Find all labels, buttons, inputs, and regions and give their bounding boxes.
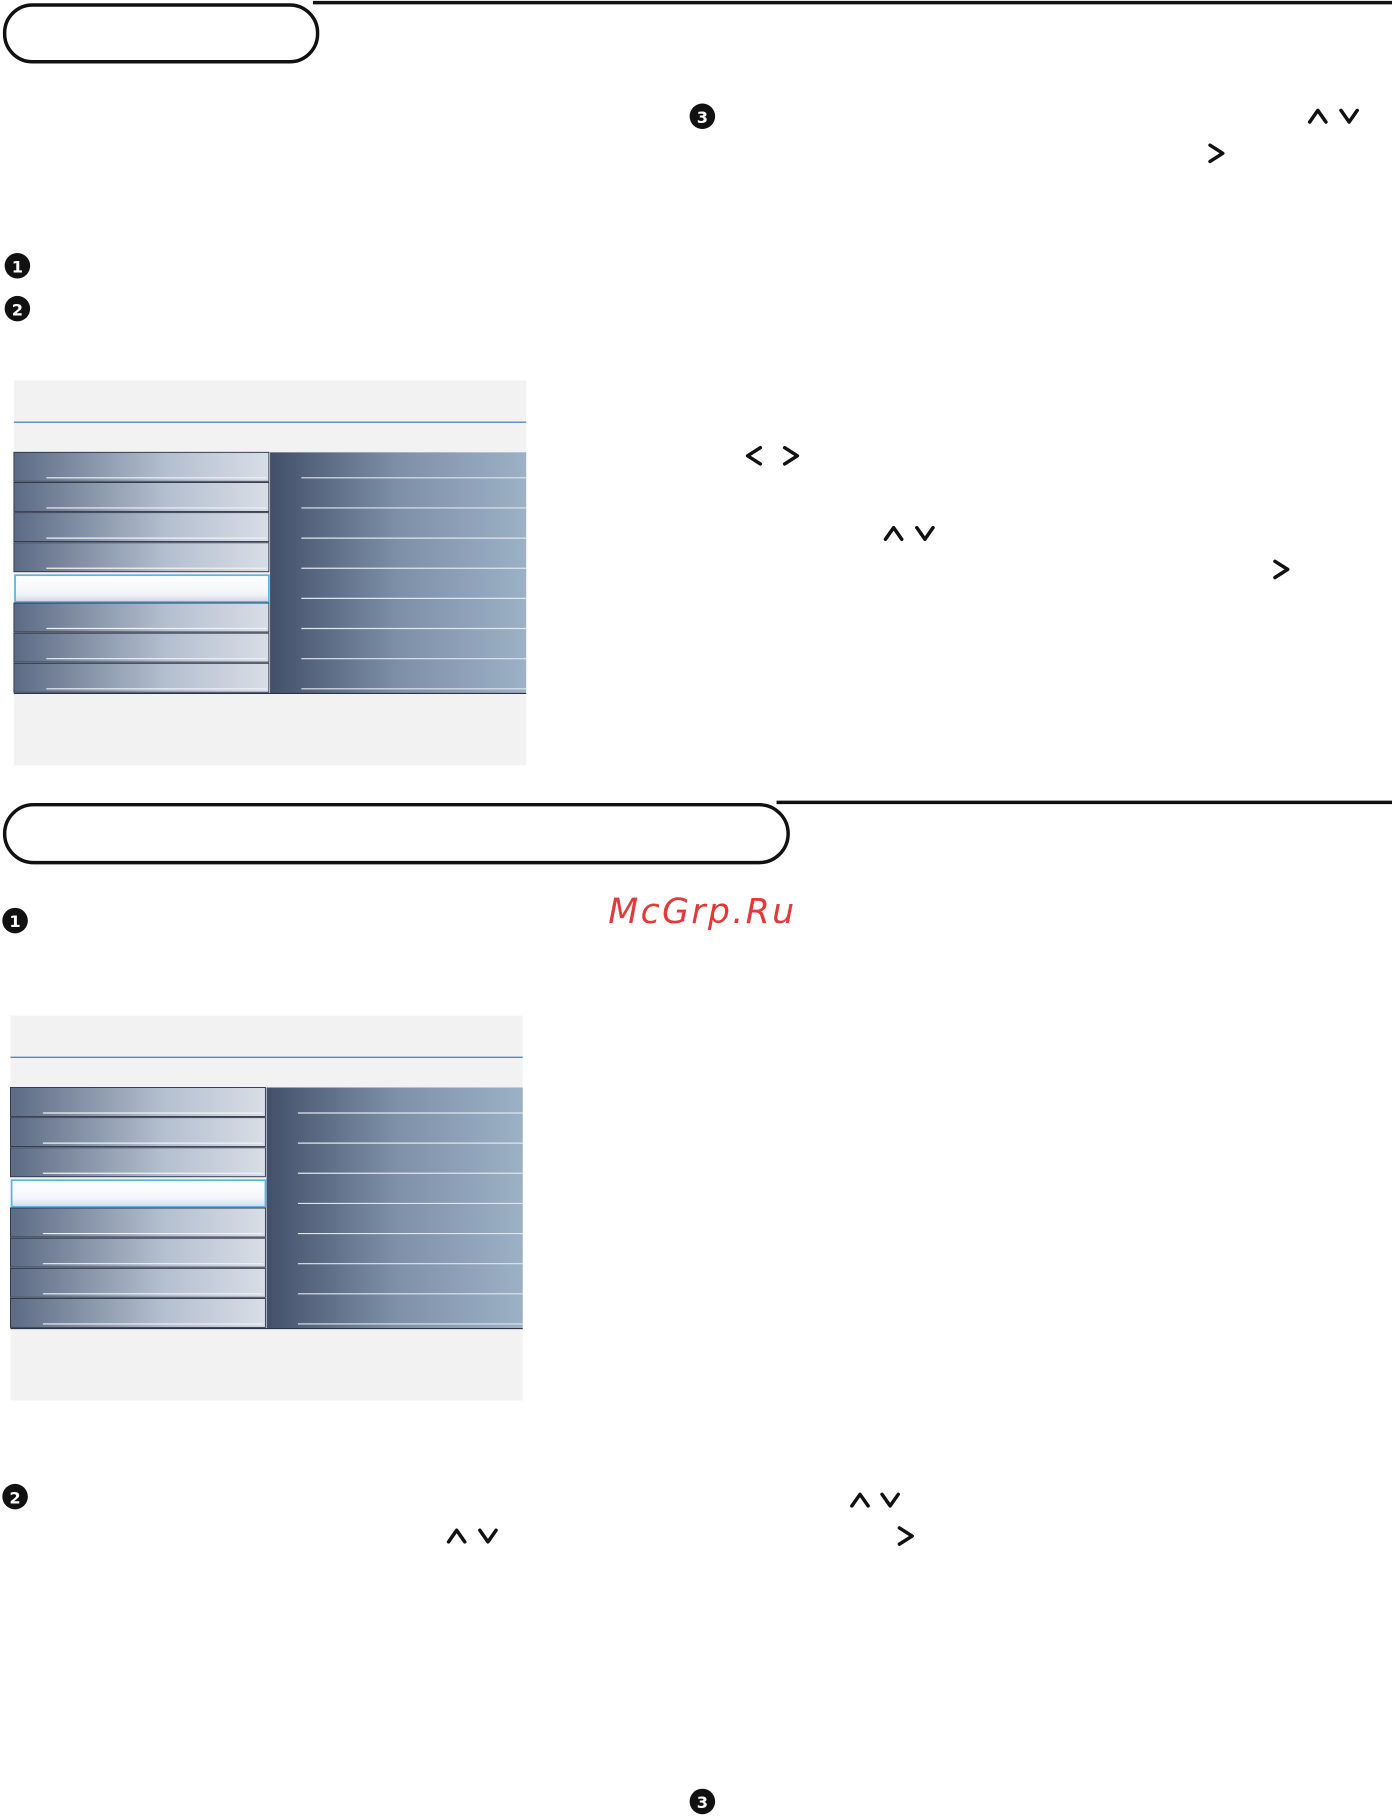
menu-item [9,1207,266,1238]
menu-item [13,662,270,693]
menu-item [9,1297,266,1328]
menu-item-selected [10,1179,267,1208]
menu-right-panel [270,452,527,694]
section-header [2,800,1392,865]
step-bullet [2,1483,28,1510]
menu-item [13,451,270,482]
menu-item [13,632,270,663]
menus [9,380,527,1401]
step-number: 3 [697,1793,708,1812]
step-bullet [689,1788,716,1815]
menu-item [13,512,270,543]
menu-screen [9,1015,523,1401]
watermark: McGrp.Ru [608,892,796,932]
menu-item [13,482,270,512]
menu-right-panel [266,1087,523,1329]
menu-item [9,1147,266,1178]
nav-arrows [446,108,1359,1546]
section-header [2,0,1392,64]
menu-item [9,1087,266,1117]
menu-screen [13,380,527,766]
menu-item [13,602,270,633]
menu-item [9,1267,266,1298]
step-number: 3 [697,108,708,127]
step-number: 2 [12,300,23,319]
step-bullet [689,103,716,129]
step-number: 1 [12,257,23,276]
step-bullet [4,252,31,279]
menu-item-selected [14,574,270,603]
steps: 1 2 3 1 2 3 [2,103,716,1815]
menu-item [13,542,270,573]
menu-item [9,1237,266,1268]
step-number: 2 [9,1488,20,1507]
step-number: 1 [9,912,20,931]
step-bullet [2,907,28,934]
step-bullet [4,295,31,322]
menu-item [9,1117,266,1148]
